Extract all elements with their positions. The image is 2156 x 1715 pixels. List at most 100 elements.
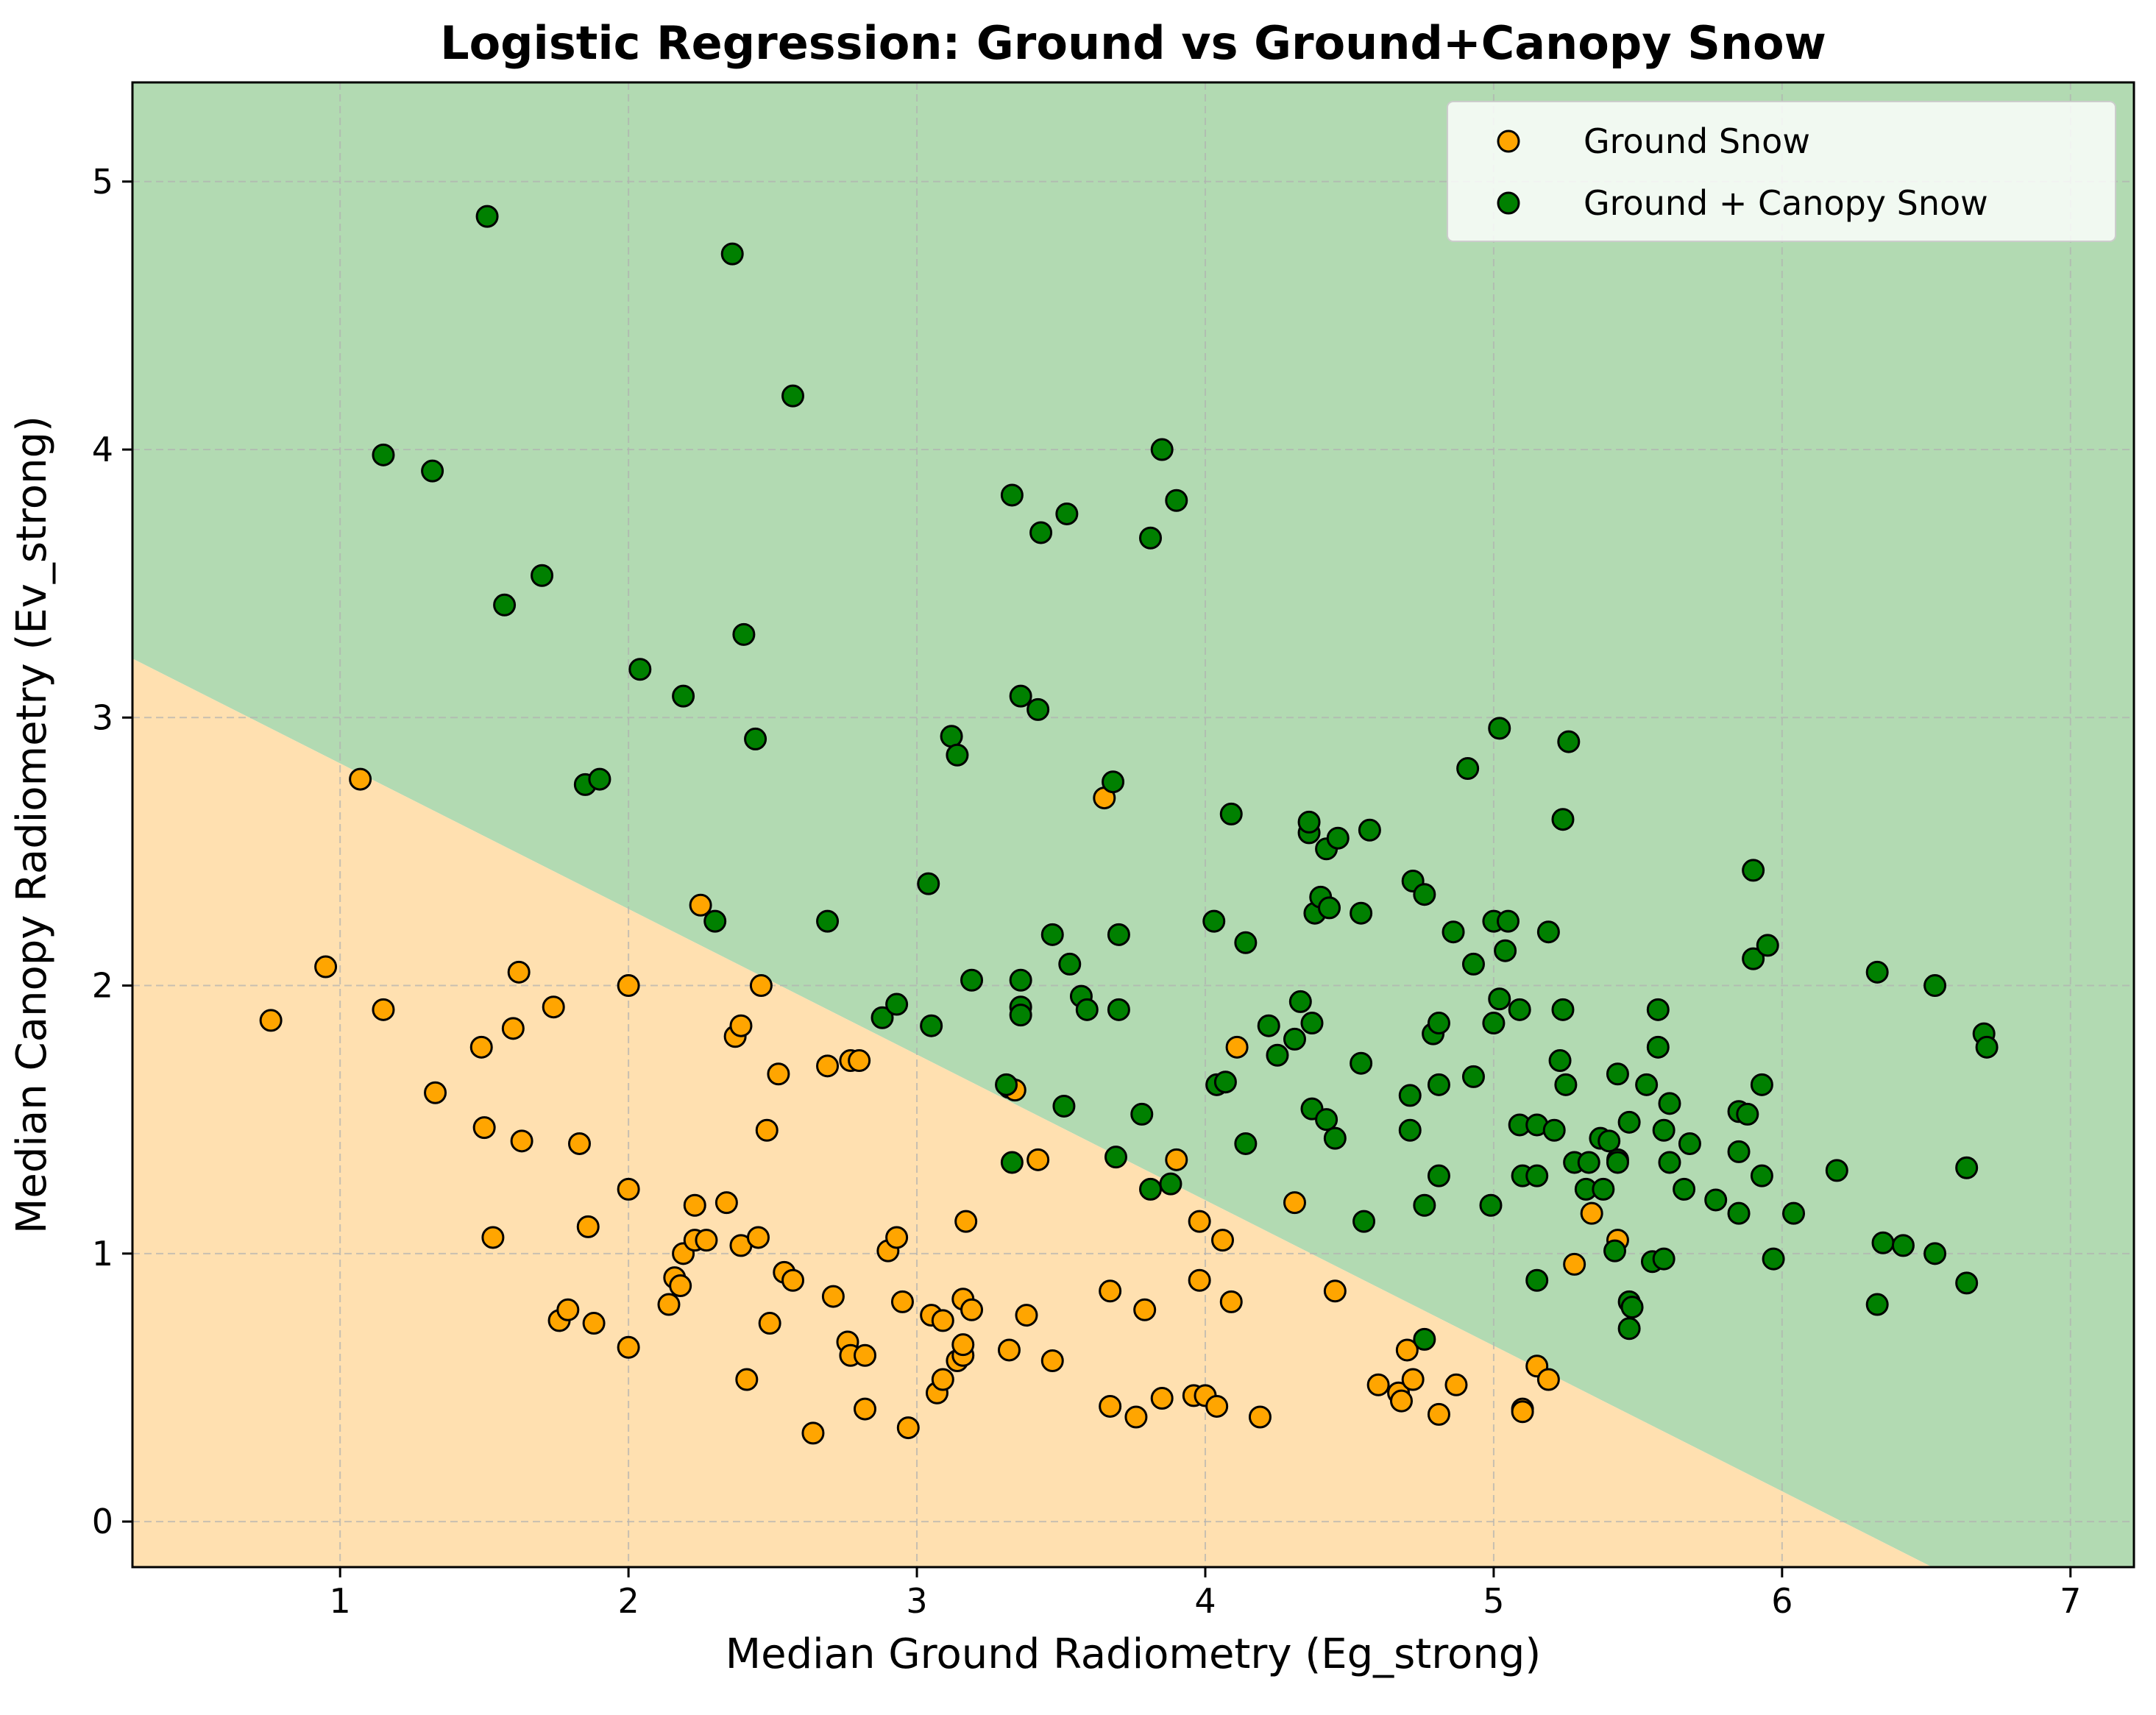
data-point xyxy=(567,1132,591,1155)
data-point xyxy=(1598,1129,1621,1153)
data-point xyxy=(1427,1012,1450,1035)
data-point xyxy=(1413,1327,1436,1351)
legend-label-ground-snow: Ground Snow xyxy=(1584,121,1810,161)
data-point xyxy=(1040,1349,1064,1373)
data-point xyxy=(1124,1405,1148,1429)
legend: Ground Snow Ground + Canopy Snow xyxy=(1447,101,2116,242)
data-point xyxy=(1865,1293,1889,1316)
data-point xyxy=(746,1226,770,1249)
data-point xyxy=(781,1268,805,1292)
data-point xyxy=(885,993,909,1016)
y-tick-label: 1 xyxy=(92,1234,113,1274)
data-point xyxy=(1257,1014,1280,1037)
data-point xyxy=(854,1397,877,1421)
data-point xyxy=(954,1210,978,1233)
data-point xyxy=(1009,684,1032,708)
data-point xyxy=(946,743,969,767)
data-point xyxy=(542,995,565,1019)
data-point xyxy=(1592,1177,1615,1201)
data-point xyxy=(1026,1148,1050,1171)
x-axis: 1 2 3 4 5 6 7 xyxy=(330,1567,2081,1621)
data-point xyxy=(729,1014,753,1037)
data-point xyxy=(1427,1402,1450,1426)
data-point xyxy=(1159,1172,1182,1196)
data-point xyxy=(1102,770,1125,794)
data-point xyxy=(885,1226,909,1249)
data-point xyxy=(588,767,611,791)
canopy-snow-region xyxy=(132,82,2134,1567)
data-point xyxy=(1525,1268,1549,1292)
data-point xyxy=(755,1118,779,1142)
data-point xyxy=(951,1333,975,1357)
data-point xyxy=(1652,1247,1675,1271)
data-point xyxy=(960,1298,984,1321)
data-point xyxy=(1955,1156,1979,1179)
data-point xyxy=(1283,1191,1306,1215)
data-point xyxy=(1323,1126,1347,1150)
data-point xyxy=(1055,502,1079,525)
grid xyxy=(132,82,2134,1567)
data-point xyxy=(314,955,338,979)
data-point xyxy=(1603,1239,1627,1263)
data-point xyxy=(1606,1151,1629,1174)
data-point xyxy=(960,968,984,992)
data-point xyxy=(1865,960,1889,984)
data-point xyxy=(1283,1027,1306,1051)
data-point xyxy=(1009,968,1032,992)
data-point xyxy=(870,1006,894,1029)
data-point xyxy=(1225,1035,1249,1059)
data-point xyxy=(1620,1296,1644,1319)
data-point xyxy=(1288,990,1312,1013)
data-point xyxy=(1563,1252,1586,1276)
data-point xyxy=(997,1338,1021,1362)
data-point xyxy=(1213,1070,1237,1094)
data-point xyxy=(1009,1004,1032,1027)
data-point xyxy=(1646,1035,1670,1059)
data-point xyxy=(1606,1062,1629,1086)
data-point xyxy=(1165,1148,1188,1171)
data-point xyxy=(1750,1164,1773,1187)
data-point xyxy=(1427,1073,1450,1096)
data-point xyxy=(848,1049,871,1073)
data-point xyxy=(1352,1210,1376,1233)
data-point xyxy=(732,622,756,646)
x-tick-label: 7 xyxy=(2060,1581,2081,1621)
legend-label-canopy-snow: Ground + Canopy Snow xyxy=(1584,183,1988,223)
data-point xyxy=(617,1177,640,1201)
data-point xyxy=(1413,883,1436,906)
data-point xyxy=(421,459,444,483)
data-point xyxy=(695,1229,718,1252)
data-point xyxy=(1058,952,1082,976)
data-point xyxy=(1315,1108,1338,1132)
data-point xyxy=(1704,1188,1728,1212)
data-point xyxy=(1617,1317,1641,1341)
data-point xyxy=(896,1416,920,1440)
y-tick-label: 2 xyxy=(92,966,113,1006)
data-point xyxy=(1497,909,1520,933)
data-point xyxy=(1026,697,1050,721)
data-point xyxy=(1389,1389,1413,1413)
data-point xyxy=(689,893,712,917)
data-point xyxy=(1923,1242,1947,1265)
data-point xyxy=(1456,757,1480,781)
data-point xyxy=(1646,998,1670,1021)
data-point xyxy=(1413,1193,1436,1217)
data-point xyxy=(1923,974,1947,998)
data-point xyxy=(854,1343,877,1367)
data-point xyxy=(1554,1073,1578,1096)
data-point xyxy=(1075,998,1099,1021)
data-point xyxy=(372,443,395,466)
data-point xyxy=(1678,1132,1701,1155)
data-point xyxy=(1494,939,1517,962)
data-point xyxy=(1000,483,1024,507)
data-point xyxy=(1052,1094,1076,1118)
data-point xyxy=(1266,1043,1289,1067)
data-point xyxy=(1099,1279,1122,1303)
data-point xyxy=(1219,1290,1243,1313)
data-point xyxy=(703,909,727,933)
x-tick-label: 2 xyxy=(617,1581,639,1621)
y-tick-label: 3 xyxy=(92,697,113,737)
data-point xyxy=(1133,1298,1157,1321)
data-point xyxy=(1107,998,1130,1021)
data-point xyxy=(1205,1394,1229,1418)
